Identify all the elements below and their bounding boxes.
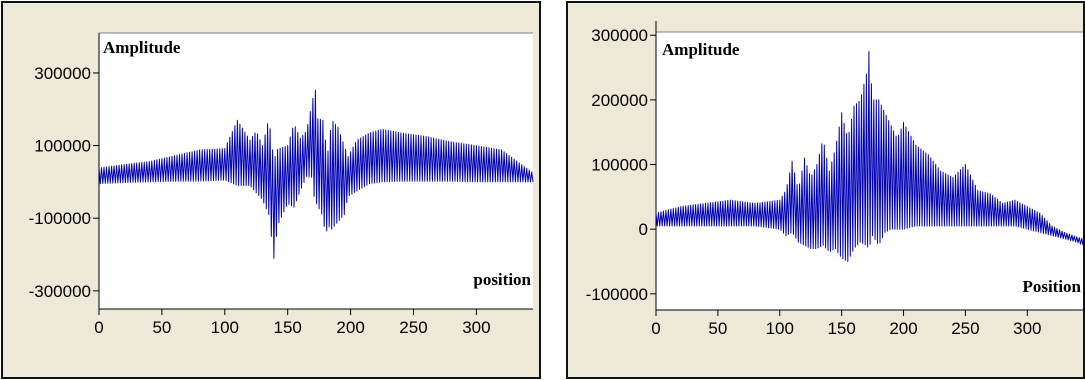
- y-tick-label: 200000: [591, 91, 648, 110]
- chart-panel-right: 300000 200000 100000 0 -100000 0 50 100 150 200 25…: [566, 1, 1085, 379]
- x-tick-label: 50: [708, 319, 727, 338]
- x-tick-label: 150: [827, 319, 855, 338]
- x-axis-label: Position: [1022, 277, 1081, 296]
- y-axis-label: Amplitude: [662, 40, 740, 59]
- x-tick-label: 250: [399, 318, 427, 337]
- y-tick-label: -300000: [29, 282, 91, 301]
- chart-panel-left: 300000 100000 -100000 -300000 0 50 100 150 200 25…: [1, 1, 541, 379]
- x-tick-label: 0: [94, 318, 103, 337]
- x-tick-label: 300: [1013, 319, 1041, 338]
- x-axis-label: position: [473, 270, 531, 289]
- y-axis-label: Amplitude: [103, 38, 181, 57]
- y-tick-label: 100000: [591, 156, 648, 175]
- x-tick-label: 0: [651, 319, 660, 338]
- x-tick-label: 150: [274, 318, 302, 337]
- series-line-right-0: [655, 50, 1083, 262]
- y-tick-label: -100000: [586, 285, 648, 304]
- x-tick-label: 300: [462, 318, 490, 337]
- y-tick-label: -100000: [29, 209, 91, 228]
- x-tick-label: 200: [336, 318, 364, 337]
- y-tick-label: 100000: [34, 137, 91, 156]
- x-tick-label: 100: [211, 318, 239, 337]
- x-tick-label: 100: [766, 319, 794, 338]
- y-tick-label: 0: [639, 220, 648, 239]
- x-tick-label: 250: [951, 319, 979, 338]
- x-tick-label: 200: [889, 319, 917, 338]
- y-tick-label: 300000: [591, 26, 648, 45]
- x-tick-label: 50: [152, 318, 171, 337]
- series-line-left-0: [98, 89, 534, 259]
- y-tick-label: 300000: [34, 64, 91, 83]
